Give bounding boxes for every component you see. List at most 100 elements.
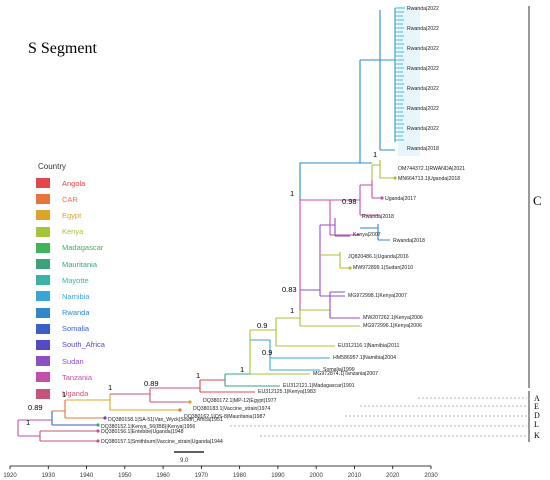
legend-label: Kenya xyxy=(62,227,84,237)
tip-labels: Rwanda|2022 Rwanda|2022 Rwanda|2022 Rwan… xyxy=(101,6,465,445)
legend-label: Uganda xyxy=(62,389,89,399)
tip-dot xyxy=(178,408,182,412)
branch xyxy=(299,199,330,310)
legend-label: Rwanda xyxy=(62,308,90,318)
tip-label: Rwanda|2022 xyxy=(407,106,439,112)
country-legend: Country Angola CAR Egypt Kenya Madagasca… xyxy=(36,162,105,402)
axis-tick-label: 1990 xyxy=(271,473,285,479)
axis-tick-label: 1980 xyxy=(233,473,247,479)
branch xyxy=(65,394,180,411)
support-values: 1 0.98 1 0.83 1 0.9 0.9 1 1 0.89 1 1 0.8… xyxy=(26,150,377,427)
tip-dot xyxy=(393,176,397,180)
legend-swatch xyxy=(36,372,50,383)
legend-item-kenya: Kenya xyxy=(36,224,105,240)
axis-tick-label: 2020 xyxy=(386,473,400,479)
legend-label: Mayotte xyxy=(62,275,89,285)
axis-tick-label: 1920 xyxy=(3,473,17,479)
support-value: 1 xyxy=(373,150,377,159)
tip-label: Rwanda|2022 xyxy=(407,6,439,12)
tip-dot xyxy=(96,439,100,443)
clade-l-label: L xyxy=(534,420,539,429)
tip-label: MG972874.1|Tanzania|2007 xyxy=(313,371,378,377)
legend-label: Mauritania xyxy=(62,259,98,269)
legend-swatch xyxy=(36,356,50,367)
legend-item-mayotte: Mayotte xyxy=(36,272,105,288)
support-value: 1 xyxy=(62,390,66,399)
legend-label: Madagascar xyxy=(62,243,104,253)
legend-item-angola: Angola xyxy=(36,175,105,191)
branch xyxy=(199,379,255,393)
support-value: 1 xyxy=(290,306,294,315)
branch xyxy=(269,357,330,371)
support-value: 1 xyxy=(290,189,294,198)
support-value: 0.89 xyxy=(144,379,159,388)
tip-label: Kenya|2007 xyxy=(353,232,381,238)
support-value: 1 xyxy=(26,418,30,427)
axis-tick-label: 2030 xyxy=(424,473,438,479)
branch xyxy=(359,10,395,163)
axis-tick-label: 2010 xyxy=(348,473,362,479)
branch xyxy=(52,400,105,419)
tip-dot xyxy=(188,400,192,404)
legend-swatch xyxy=(36,242,50,253)
branch xyxy=(319,218,350,240)
legend-label: Sudan xyxy=(62,356,84,366)
legend-item-namibia: Namibia xyxy=(36,288,105,304)
tip-label: MG972998.1|Kenya|2007 xyxy=(348,293,407,299)
branch xyxy=(51,411,98,426)
tip-label: HM586957.1|Namibia|2004 xyxy=(333,355,396,361)
legend-label: South_Africa xyxy=(62,340,105,350)
tip-dot xyxy=(96,423,100,427)
branch xyxy=(249,330,310,375)
tip-label: DQ380158.1|SA-51|Van_Wyck|South_Africa|1… xyxy=(108,417,223,423)
legend-item-uganda: Uganda xyxy=(36,385,105,401)
clade-d-label: D xyxy=(534,411,540,420)
support-value: 0.89 xyxy=(28,403,43,412)
legend-item-rwanda: Rwanda xyxy=(36,305,105,321)
tip-label: Rwanda|2018 xyxy=(407,146,439,152)
panel-title: S Segment xyxy=(28,40,97,57)
tip-label: OM744372.1|RWANDA|2021 xyxy=(398,166,465,172)
axis-tick-label: 1960 xyxy=(156,473,170,479)
legend-swatch xyxy=(36,323,50,334)
tip-label: Rwanda|2022 xyxy=(407,86,439,92)
branch xyxy=(300,240,345,297)
scale-bar-label: 9.0 xyxy=(180,458,189,464)
tip-label: EU312121.1|Madagascar|1991 xyxy=(283,383,355,389)
tip-dot xyxy=(348,266,352,270)
tip-label: EU312116.1|Namibia|2011 xyxy=(338,343,399,349)
branch xyxy=(330,185,380,216)
legend-swatch xyxy=(36,291,50,302)
legend-swatch xyxy=(36,388,50,399)
support-value: 1 xyxy=(108,383,112,392)
tip-label: DQ380152.1|Kenya_56(IB8)|Kenya|1956 xyxy=(101,424,195,430)
tip-label: DQ380162.1|OS-8|Mauritania|1987 xyxy=(184,414,265,420)
legend-item-somalia: Somalia xyxy=(36,321,105,337)
clade-c-label: C xyxy=(533,193,542,208)
tip-label: DQ380172.1|MP-12|Egypt|1977 xyxy=(203,398,277,404)
tip-label: Rwanda|2022 xyxy=(407,46,439,52)
branch xyxy=(329,200,360,236)
tip-dot xyxy=(103,416,107,420)
branch xyxy=(250,339,271,358)
legend-swatch xyxy=(36,275,50,286)
legend-item-tanzania: Tanzania xyxy=(36,369,105,385)
tip-label: DQ380183.1|Vaccine_strain|1974 xyxy=(193,406,270,412)
axis-tick-label: 1930 xyxy=(42,473,56,479)
tip-label: MG972996.1|Kenya|2006 xyxy=(363,323,422,329)
branch xyxy=(17,419,52,437)
branch xyxy=(360,224,390,241)
branch xyxy=(380,8,396,142)
legend-item-madagascar: Madagascar xyxy=(36,240,105,256)
tip-label: EU312125.1|Kenya|1983 xyxy=(258,389,316,395)
legend-item-car: CAR xyxy=(36,191,105,207)
branch xyxy=(371,160,395,180)
support-value: 0.9 xyxy=(257,321,267,330)
axis-tick-label: 1940 xyxy=(80,473,94,479)
tip-label: DQ380157.1|Smithburn|Vaccine_strain|Ugan… xyxy=(101,439,223,445)
branch xyxy=(224,373,280,387)
legend-item-sudan: Sudan xyxy=(36,353,105,369)
clade-k-label: K xyxy=(534,431,540,440)
support-value: 1 xyxy=(196,371,200,380)
clade-a-label: A xyxy=(534,394,540,403)
